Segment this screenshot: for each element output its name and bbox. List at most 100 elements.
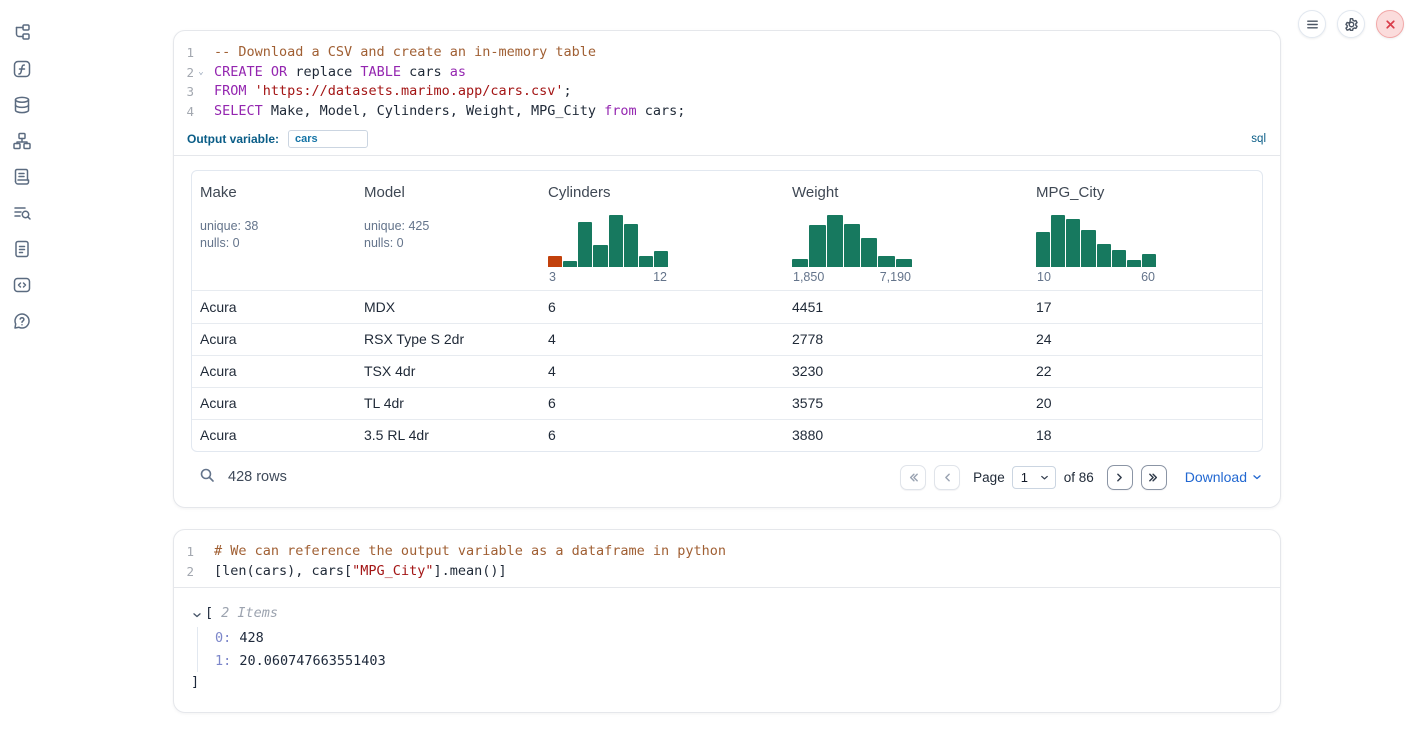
column-header-weight[interactable]: Weight 1,850 7,190 bbox=[784, 171, 1028, 290]
table-row[interactable]: Acura RSX Type S 2dr 4 2778 24 bbox=[192, 322, 1262, 355]
code-text: [len(cars), cars["MPG_City"].mean()] bbox=[214, 562, 507, 579]
download-button[interactable]: Download bbox=[1185, 469, 1263, 485]
download-label: Download bbox=[1184, 469, 1247, 486]
table-cell: 24 bbox=[1036, 331, 1052, 348]
output-variable-input[interactable] bbox=[288, 130, 369, 149]
line-number: 1 bbox=[186, 543, 194, 559]
collapse-caret-icon[interactable] bbox=[191, 607, 203, 619]
last-page-button[interactable] bbox=[1140, 464, 1167, 490]
table-cell: Acura bbox=[200, 363, 237, 380]
fold-spacer bbox=[194, 542, 208, 562]
histogram-bar[interactable] bbox=[861, 237, 878, 267]
histogram-axis: 1,850 7,190 bbox=[792, 270, 912, 284]
document-icon[interactable] bbox=[12, 239, 32, 259]
histogram-cylinders: 3 12 bbox=[548, 214, 668, 284]
table-row[interactable]: Acura MDX 6 4451 17 bbox=[192, 291, 1262, 323]
python-code-editor[interactable]: 1 # We can reference the output variable … bbox=[174, 530, 1280, 587]
table-cell: 3230 bbox=[792, 363, 824, 380]
histogram-bar[interactable] bbox=[1066, 218, 1081, 267]
sql-code-editor[interactable]: 1 -- Download a CSV and create an in-memo… bbox=[174, 31, 1280, 128]
histogram-bar[interactable] bbox=[1141, 253, 1156, 267]
histogram-bar[interactable] bbox=[809, 224, 826, 267]
column-header-make[interactable]: Make unique: 38 nulls: 0 bbox=[192, 171, 356, 290]
chevron-left-icon bbox=[944, 473, 950, 482]
page-select[interactable]: 1 bbox=[1011, 465, 1056, 489]
first-page-button[interactable] bbox=[900, 464, 927, 490]
next-page-button[interactable] bbox=[1106, 464, 1133, 490]
histogram-bar[interactable] bbox=[608, 214, 623, 267]
table-cell: 20 bbox=[1036, 395, 1052, 412]
histogram-bar[interactable] bbox=[792, 258, 809, 267]
menu-icon bbox=[1306, 20, 1318, 28]
axis-max-label: 7,190 bbox=[879, 269, 911, 284]
histogram-bar[interactable] bbox=[1051, 214, 1066, 267]
histogram-bar[interactable] bbox=[1111, 249, 1126, 267]
histogram-bar[interactable] bbox=[548, 255, 563, 267]
table-cell: Acura bbox=[200, 427, 237, 444]
line-number: 1 bbox=[186, 45, 194, 60]
scroll-icon[interactable] bbox=[12, 167, 32, 187]
code-line: 1 # We can reference the output variable … bbox=[174, 542, 1280, 562]
table-cell: 4 bbox=[548, 363, 556, 380]
search-icon[interactable] bbox=[199, 467, 215, 488]
histogram-bars bbox=[792, 214, 912, 267]
table-cell: 4 bbox=[548, 331, 556, 348]
settings-button[interactable] bbox=[1337, 10, 1365, 38]
function-icon[interactable] bbox=[12, 59, 32, 79]
logs-search-icon[interactable] bbox=[12, 203, 32, 223]
histogram-weight: 1,850 7,190 bbox=[792, 214, 912, 284]
histogram-bar[interactable] bbox=[623, 223, 638, 267]
prev-page-button[interactable] bbox=[934, 464, 961, 490]
help-icon[interactable] bbox=[12, 311, 32, 331]
row-count: 428 rows bbox=[228, 469, 287, 486]
histogram-bar[interactable] bbox=[638, 255, 653, 267]
file-tree-icon[interactable] bbox=[12, 23, 32, 43]
language-badge[interactable]: sql bbox=[1251, 133, 1266, 146]
histogram-bar[interactable] bbox=[895, 258, 912, 267]
column-name: Model bbox=[364, 183, 405, 201]
cell-divider bbox=[174, 587, 1280, 589]
database-icon[interactable] bbox=[12, 95, 32, 115]
line-number: 2 bbox=[186, 64, 194, 80]
histogram-bar[interactable] bbox=[1126, 259, 1141, 267]
line-number: 2 bbox=[186, 563, 194, 579]
table-header: Make unique: 38 nulls: 0 Model unique: 425 nu… bbox=[192, 171, 1262, 291]
table-cell: 6 bbox=[548, 395, 556, 412]
python-cell: 1 # We can reference the output variable … bbox=[173, 528, 1281, 714]
column-header-cylinders[interactable]: Cylinders 3 12 bbox=[540, 171, 784, 290]
table-cell: 3575 bbox=[792, 395, 824, 412]
column-header-model[interactable]: Model unique: 425 nulls: 0 bbox=[356, 171, 540, 290]
column-name: Weight bbox=[792, 183, 839, 201]
menu-button[interactable] bbox=[1298, 10, 1326, 38]
histogram-bar[interactable] bbox=[653, 250, 668, 267]
histogram-axis: 10 60 bbox=[1036, 270, 1156, 284]
line-number: 4 bbox=[186, 104, 194, 120]
table-cell: TL 4dr bbox=[364, 395, 404, 412]
histogram-bar[interactable] bbox=[563, 260, 578, 267]
table-output-area: Make unique: 38 nulls: 0 Model unique: 425 nu… bbox=[174, 156, 1280, 452]
line-number: 3 bbox=[186, 84, 194, 100]
table-row[interactable]: Acura 3.5 RL 4dr 6 3880 18 bbox=[192, 418, 1262, 451]
histogram-bar[interactable] bbox=[843, 223, 861, 267]
histogram-bar[interactable] bbox=[593, 244, 608, 267]
histogram-bar[interactable] bbox=[578, 221, 593, 267]
histogram-bar[interactable] bbox=[1036, 231, 1051, 267]
chevrons-left-icon bbox=[909, 473, 918, 482]
table-cell: MDX bbox=[364, 298, 396, 315]
shutdown-button[interactable] bbox=[1376, 10, 1404, 38]
histogram-bars bbox=[1036, 214, 1156, 267]
table-row[interactable]: Acura TL 4dr 6 3575 20 bbox=[192, 386, 1262, 419]
fold-icon[interactable]: ⌄ bbox=[198, 66, 204, 77]
fold-spacer bbox=[194, 43, 208, 63]
table-row[interactable]: Acura TSX 4dr 4 3230 22 bbox=[192, 354, 1262, 387]
histogram-bar[interactable] bbox=[1081, 229, 1096, 267]
histogram-bar[interactable] bbox=[878, 255, 895, 267]
page-label: Page bbox=[973, 469, 1005, 485]
histogram-bar[interactable] bbox=[1096, 243, 1111, 267]
column-header-mpg_city[interactable]: MPG_City 10 60 bbox=[1028, 171, 1262, 290]
histogram-bar[interactable] bbox=[826, 214, 843, 267]
snippets-icon[interactable] bbox=[12, 275, 32, 295]
network-icon[interactable] bbox=[12, 131, 32, 151]
table-cell: TSX 4dr bbox=[364, 363, 416, 380]
column-stats: unique: 38 nulls: 0 bbox=[200, 218, 259, 250]
